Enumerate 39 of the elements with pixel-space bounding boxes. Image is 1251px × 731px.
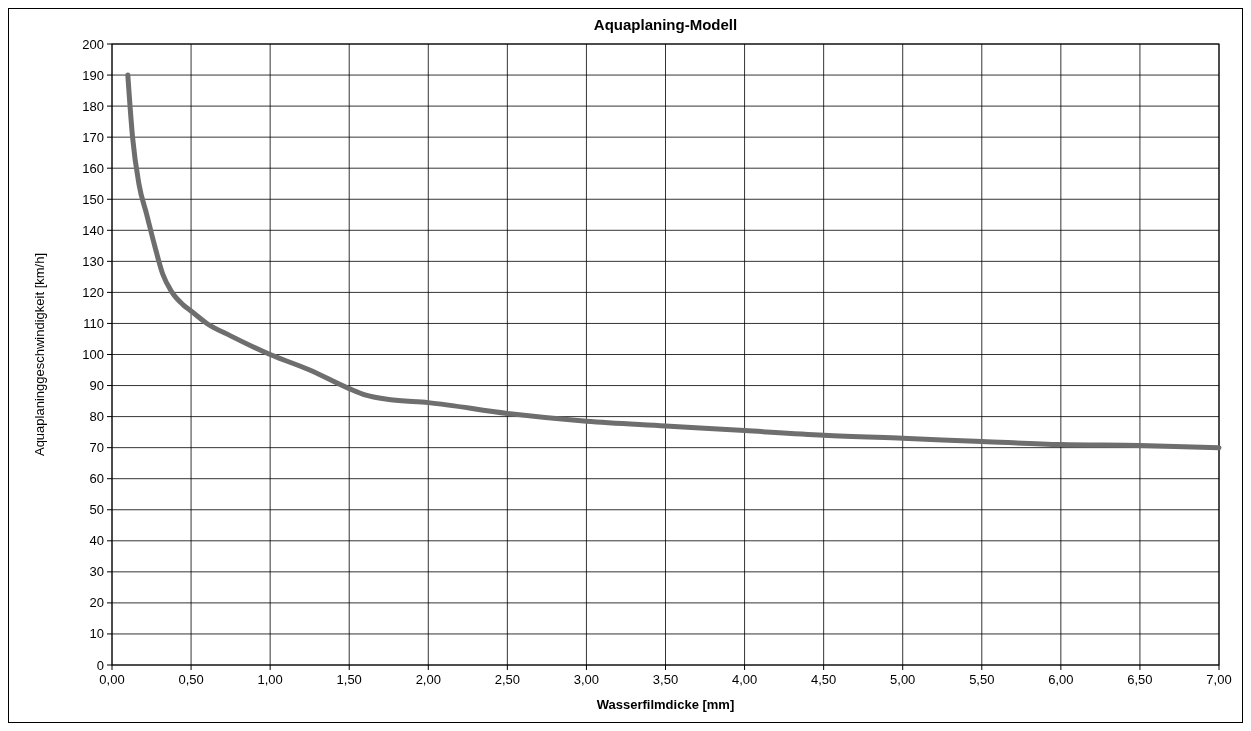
x-tick-label: 0,50 (178, 672, 204, 687)
y-tick-label: 100 (82, 347, 104, 362)
y-tick-label: 30 (89, 564, 104, 580)
y-tick-label: 90 (89, 378, 104, 394)
x-tick-label: 6,50 (1127, 672, 1153, 687)
y-tick-label: 10 (89, 626, 104, 642)
y-tick-label: 170 (82, 129, 104, 145)
x-tick-label: 5,50 (969, 672, 995, 687)
x-tick-label: 4,00 (731, 672, 758, 687)
y-axis-title: Aquaplaninggeschwindigkeit [km/h] (32, 252, 47, 457)
x-tick-label: 1,50 (336, 672, 362, 687)
y-tick-label: 80 (89, 409, 104, 425)
y-tick-label: 180 (82, 98, 104, 114)
x-tick-label: 3,50 (652, 672, 679, 687)
chart-title: Aquaplaning-Modell (593, 16, 738, 33)
y-tick-label: 40 (89, 533, 104, 549)
x-tick-label: 3,00 (573, 672, 600, 687)
y-tick-label: 20 (89, 595, 104, 611)
y-tick-label: 70 (89, 440, 104, 456)
x-tick-label: 5,00 (890, 672, 916, 687)
x-tick-label: 2,50 (494, 672, 521, 687)
x-axis-title: Wasserfilmdicke [mm] (596, 697, 735, 712)
y-tick-label: 120 (82, 284, 104, 300)
y-tick-label: 190 (82, 67, 104, 83)
x-tick-label: 1,00 (257, 672, 283, 687)
x-tick-label: 7,00 (1206, 672, 1232, 687)
x-tick-label: 4,50 (810, 672, 837, 687)
x-tick-label: 2,00 (415, 672, 441, 687)
y-tick-label: 130 (82, 253, 104, 269)
y-tick-label: 140 (82, 222, 104, 238)
y-tick-label: 60 (89, 471, 104, 487)
y-tick-label: 50 (89, 502, 104, 518)
y-tick-label: 0 (96, 657, 104, 673)
y-tick-label: 200 (82, 36, 104, 52)
x-tick-label: 6,00 (1048, 672, 1074, 687)
y-tick-label: 160 (82, 160, 104, 176)
y-tick-label: 110 (83, 315, 104, 331)
y-tick-label: 150 (82, 191, 104, 207)
x-tick-label: 0,00 (99, 672, 125, 687)
